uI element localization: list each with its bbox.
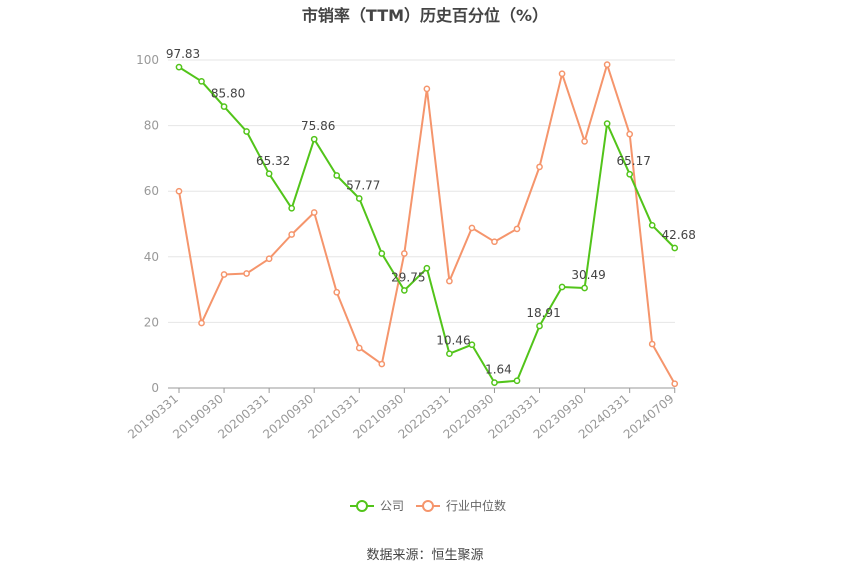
data-point (355, 195, 363, 202)
data-point (288, 204, 296, 212)
data-point (446, 350, 453, 358)
data-point (648, 221, 656, 229)
data-point (581, 137, 588, 145)
data-point (378, 360, 386, 368)
data-point (400, 250, 408, 257)
data-point (333, 288, 341, 296)
data-point (175, 63, 183, 71)
data-point (220, 103, 228, 110)
legend: 公司 行业中位数 (350, 498, 506, 513)
data-point (355, 344, 363, 352)
data-label: 85.80 (211, 87, 245, 101)
data-point (423, 85, 431, 93)
data-point (243, 128, 250, 135)
y-tick-label: 100 (136, 53, 159, 67)
y-tick-label: 0 (151, 381, 159, 395)
legend-item-company: 公司 (350, 499, 404, 513)
data-point (468, 341, 476, 349)
data-point (558, 283, 566, 291)
data-labels: 97.83 85.80 65.32 75.86 57.77 29.75 10.46 1.64 1… (166, 47, 696, 377)
legend-marker (356, 500, 368, 512)
data-point (671, 244, 679, 252)
data-point (333, 172, 341, 179)
data-label: 57.77 (346, 179, 380, 193)
series-industry-median (175, 61, 679, 388)
data-label: 65.17 (616, 154, 650, 168)
data-point (558, 70, 566, 78)
x-axis-ticks: 2019033120190930202003312020093020210331… (125, 392, 677, 442)
data-point (648, 340, 656, 348)
data-label: 65.32 (256, 154, 290, 168)
data-point (378, 250, 386, 257)
data-label: 29.75 (391, 270, 425, 284)
y-tick-label: 80 (144, 119, 159, 133)
data-point (265, 170, 273, 178)
y-tick-label: 20 (144, 315, 159, 329)
y-axis-ticks: 0 20 40 60 80 100 (136, 53, 159, 395)
data-point (671, 380, 679, 388)
legend-item-industry-median: 行业中位数 (416, 498, 506, 513)
data-label: 30.49 (571, 268, 605, 282)
data-point (310, 209, 318, 216)
source-note: 数据来源：恒生聚源 (366, 548, 483, 563)
data-point (626, 170, 634, 178)
data-point (468, 224, 476, 232)
data-point (288, 231, 296, 238)
data-point (491, 379, 498, 386)
data-point (513, 225, 521, 233)
data-point (175, 187, 183, 195)
data-point (513, 377, 521, 385)
data-point (310, 135, 318, 143)
data-point (536, 322, 543, 330)
x-tick-label: 20240709 (621, 392, 677, 442)
series-line (178, 63, 676, 385)
legend-marker (422, 500, 434, 512)
series-layer (175, 61, 679, 388)
data-point (581, 284, 588, 292)
series-line (178, 66, 676, 384)
data-point (536, 163, 543, 171)
data-label: 18.91 (526, 306, 560, 320)
chart-title: 市销率（TTM）历史百分位（%） (302, 6, 548, 25)
data-label: 1.64 (485, 363, 512, 377)
data-point (423, 264, 431, 272)
data-point (198, 77, 205, 85)
data-point (626, 130, 634, 138)
legend-label: 公司 (380, 499, 404, 513)
data-point (198, 319, 205, 327)
y-tick-label: 40 (144, 250, 159, 264)
data-point (603, 120, 611, 127)
data-label: 97.83 (166, 47, 200, 61)
series-company (175, 63, 679, 386)
y-tick-label: 60 (144, 184, 159, 198)
data-point (265, 255, 273, 263)
data-label: 75.86 (301, 119, 335, 133)
data-point (603, 61, 611, 68)
grid-lines (168, 59, 675, 323)
data-point (243, 270, 250, 277)
legend-label: 行业中位数 (446, 498, 506, 513)
axes (168, 387, 676, 393)
data-point (400, 287, 408, 294)
data-point (491, 238, 498, 246)
data-label: 42.68 (662, 228, 696, 242)
data-point (220, 271, 228, 278)
data-point (446, 277, 453, 285)
data-label: 10.46 (436, 334, 470, 348)
